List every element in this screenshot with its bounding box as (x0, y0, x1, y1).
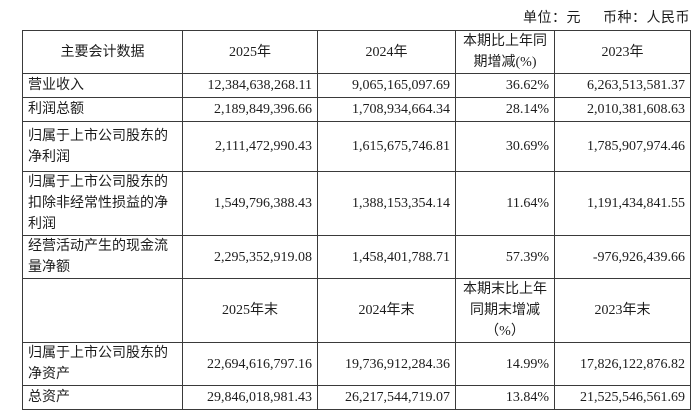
table-row: 营业收入 12,384,638,268.11 9,065,165,097.69 … (22, 73, 691, 98)
value-2025: 2,111,472,990.43 (182, 121, 318, 172)
row-label: 利润总额 (22, 97, 183, 122)
table-row: 总资产 29,846,018,981.43 26,217,544,719.07 … (22, 385, 691, 410)
header-empty (22, 278, 183, 343)
row-label: 营业收入 (22, 73, 183, 98)
value-2023: 1,785,907,974.46 (554, 121, 691, 172)
value-2025: 2,295,352,919.08 (182, 235, 318, 279)
header-2024: 2024年 (317, 30, 456, 74)
currency-label: 币种：人民币 (603, 11, 690, 26)
table-row: 经营活动产生的现金流量净额 2,295,352,919.08 1,458,401… (22, 235, 691, 279)
table-row: 归属于上市公司股东的扣除非经常性损益的净利润 1,549,796,388.43 … (22, 171, 691, 236)
value-2023-end: 21,525,546,561.69 (554, 385, 691, 410)
value-change: 11.64% (455, 171, 555, 236)
value-2024: 1,388,153,354.14 (317, 171, 456, 236)
header-2023-end: 2023年末 (554, 278, 691, 343)
table-row: 利润总额 2,189,849,396.66 1,708,934,664.34 2… (22, 97, 691, 122)
value-2024-end: 19,736,912,284.36 (317, 342, 456, 386)
value-2023: 6,263,513,581.37 (554, 73, 691, 98)
value-2024-end: 26,217,544,719.07 (317, 385, 456, 410)
header-2025-end: 2025年末 (182, 278, 318, 343)
header-2024-end: 2024年末 (317, 278, 456, 343)
header-main-data: 主要会计数据 (22, 30, 183, 74)
value-2025: 12,384,638,268.11 (182, 73, 318, 98)
financial-report-page: { "colors": { "border": "#3a3a3a", "text… (22, 7, 691, 410)
header-2025: 2025年 (182, 30, 318, 74)
value-2023-end: 17,826,122,876.82 (554, 342, 691, 386)
value-change: 28.14% (455, 97, 555, 122)
value-change: 30.69% (455, 121, 555, 172)
value-change: 13.84% (455, 385, 555, 410)
header-change-pct: 本期比上年同期增减(%) (455, 30, 555, 74)
key-accounting-data-table: 主要会计数据 2025年 2024年 本期比上年同期增减(%) 2023年 营业… (22, 30, 691, 410)
table-header-row-period-end: 2025年末 2024年末 本期末比上年同期末增减（%） 2023年末 (22, 278, 691, 343)
unit-currency-line: 单位：元 币种：人民币 (523, 7, 690, 27)
table-header-row-period: 主要会计数据 2025年 2024年 本期比上年同期增减(%) 2023年 (22, 30, 691, 74)
row-label: 归属于上市公司股东的净利润 (22, 121, 183, 172)
value-2024: 9,065,165,097.69 (317, 73, 456, 98)
value-2024: 1,615,675,746.81 (317, 121, 456, 172)
value-2025: 1,549,796,388.43 (182, 171, 318, 236)
table-row: 归属于上市公司股东的净资产 22,694,616,797.16 19,736,9… (22, 342, 691, 386)
table-row: 归属于上市公司股东的净利润 2,111,472,990.43 1,615,675… (22, 121, 691, 172)
value-2024: 1,708,934,664.34 (317, 97, 456, 122)
value-2023: -976,926,439.66 (554, 235, 691, 279)
value-2025-end: 22,694,616,797.16 (182, 342, 318, 386)
row-label: 总资产 (22, 385, 183, 410)
unit-label: 单位：元 (523, 11, 581, 26)
header-end-change-pct: 本期末比上年同期末增减（%） (455, 278, 555, 343)
value-2024: 1,458,401,788.71 (317, 235, 456, 279)
value-change: 36.62% (455, 73, 555, 98)
value-2023: 2,010,381,608.63 (554, 97, 691, 122)
row-label: 经营活动产生的现金流量净额 (22, 235, 183, 279)
row-label: 归属于上市公司股东的净资产 (22, 342, 183, 386)
row-label: 归属于上市公司股东的扣除非经常性损益的净利润 (22, 171, 183, 236)
value-2025-end: 29,846,018,981.43 (182, 385, 318, 410)
value-change: 14.99% (455, 342, 555, 386)
value-change: 57.39% (455, 235, 555, 279)
value-2023: 1,191,434,841.55 (554, 171, 691, 236)
header-2023: 2023年 (554, 30, 691, 74)
value-2025: 2,189,849,396.66 (182, 97, 318, 122)
